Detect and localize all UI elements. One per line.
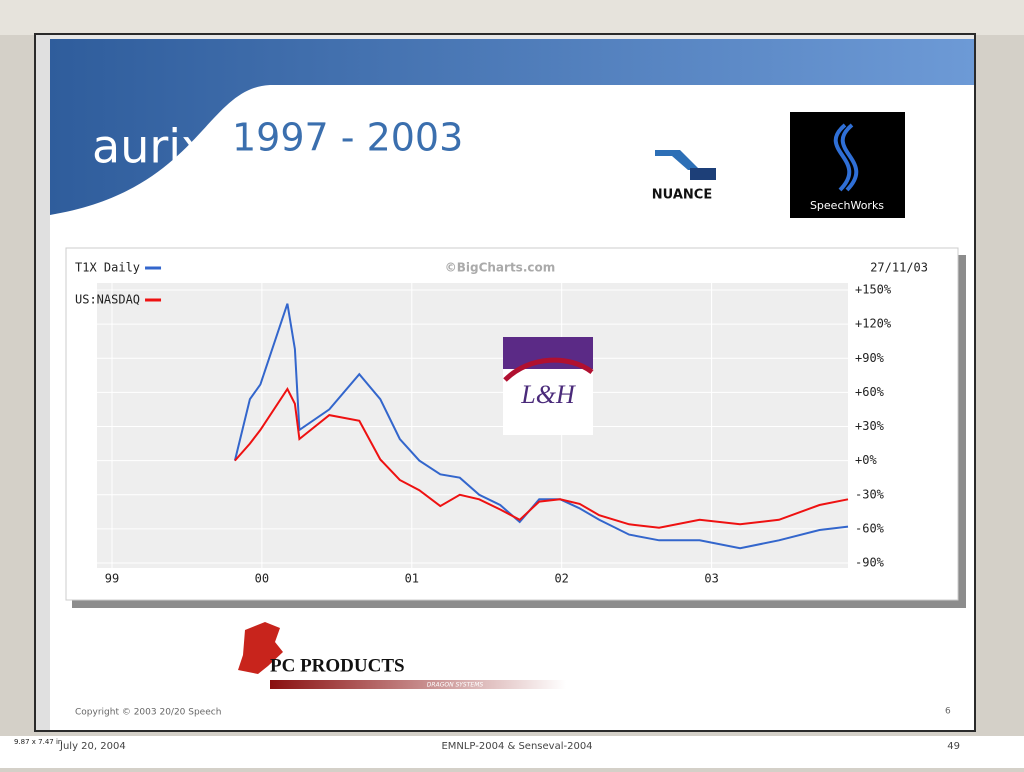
y-tick-label: +0% — [855, 453, 877, 467]
y-tick-label: +60% — [855, 385, 885, 399]
series-line — [233, 303, 849, 550]
y-tick-label: +30% — [855, 419, 885, 433]
plot-area — [97, 283, 848, 568]
slide-margin — [36, 35, 50, 730]
slide-title: 1997 - 2003 — [232, 116, 463, 160]
lh-swoosh — [503, 357, 594, 382]
speechworks-icon — [833, 123, 859, 192]
lh-text: L&H — [520, 380, 576, 409]
y-tick-label: +120% — [855, 317, 892, 331]
nuance-logo: NUANCE — [652, 188, 712, 203]
dragon-icon — [238, 622, 283, 674]
dragon-text: DRAGON SYSTEMS — [427, 682, 484, 689]
page-size: 9.87 x 7.47 in — [14, 738, 62, 746]
series-line — [234, 387, 849, 529]
y-tick-label: -30% — [855, 487, 885, 501]
chart: +150% +120% +90% +60% +30% +0% -30% -60% -90% 99 0… — [75, 261, 892, 586]
dragon-bar — [270, 680, 566, 689]
footer-date: July 20, 2004 — [59, 741, 126, 752]
nuance-icon — [690, 168, 716, 180]
chart-date: 27/11/03 — [870, 261, 928, 275]
y-tick-label: -60% — [855, 521, 885, 535]
copyright: Copyright © 2003 20/20 Speech — [75, 708, 221, 718]
x-tick-label: 01 — [405, 572, 419, 586]
speechworks-logo: SpeechWorks — [810, 199, 884, 212]
x-tick-label: 02 — [554, 572, 568, 586]
footer-event: EMNLP-2004 & Senseval-2004 — [441, 741, 592, 752]
footer-bar — [0, 736, 1024, 768]
legend-label: T1X Daily — [75, 261, 140, 275]
header-band — [50, 39, 974, 215]
footer-page: 49 — [947, 741, 960, 752]
y-tick-label: +150% — [855, 283, 892, 297]
chart-source: ©BigCharts.com — [445, 261, 556, 275]
toolbar — [0, 0, 1024, 35]
brand: aurix — [92, 120, 208, 174]
nuance-icon — [655, 150, 700, 170]
chart-shadow — [958, 255, 966, 608]
x-tick-label: 99 — [105, 572, 119, 586]
y-tick-label: +90% — [855, 351, 885, 365]
legend-label: US:NASDAQ — [75, 293, 140, 307]
pc-products-logo: PC PRODUCTS — [270, 655, 405, 676]
slide-number: 6 — [945, 707, 951, 717]
x-tick-label: 03 — [704, 572, 718, 586]
x-tick-label: 00 — [255, 572, 269, 586]
chart-shadow — [72, 600, 966, 608]
y-tick-label: -90% — [855, 556, 885, 570]
lh-logo: L&H — [503, 337, 594, 435]
slide-top — [50, 35, 974, 39]
